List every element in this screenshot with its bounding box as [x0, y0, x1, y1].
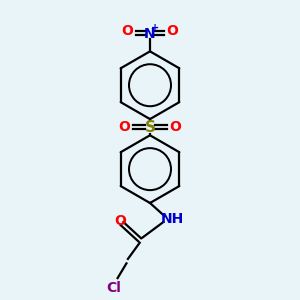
Text: O: O — [170, 120, 182, 134]
Text: O: O — [118, 120, 130, 134]
Text: O: O — [115, 214, 127, 228]
Text: +: + — [151, 23, 159, 33]
Text: N: N — [144, 27, 156, 41]
Text: O: O — [167, 24, 178, 38]
Text: S: S — [145, 119, 155, 134]
Text: Cl: Cl — [106, 281, 121, 295]
Text: O: O — [122, 24, 133, 38]
Text: NH: NH — [160, 212, 184, 226]
